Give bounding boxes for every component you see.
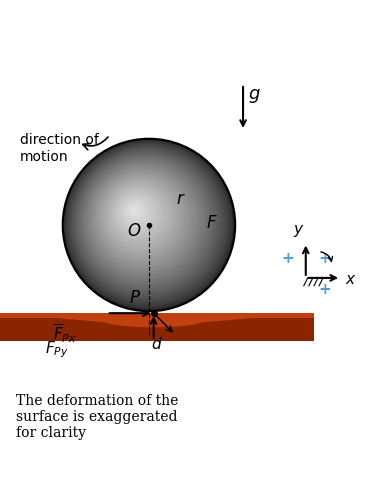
Text: $d$: $d$: [151, 335, 163, 351]
Circle shape: [100, 176, 181, 258]
Circle shape: [91, 167, 194, 270]
Polygon shape: [0, 313, 314, 318]
FancyArrowPatch shape: [83, 137, 108, 150]
Circle shape: [112, 188, 164, 240]
Circle shape: [73, 149, 220, 296]
FancyArrowPatch shape: [321, 252, 332, 261]
Text: $x$: $x$: [345, 272, 356, 287]
Circle shape: [107, 183, 171, 248]
Polygon shape: [0, 313, 314, 340]
Circle shape: [78, 155, 212, 288]
Circle shape: [89, 165, 197, 273]
Circle shape: [85, 162, 202, 278]
Text: $O$: $O$: [127, 222, 141, 240]
Circle shape: [131, 208, 136, 212]
Circle shape: [116, 192, 159, 235]
Circle shape: [128, 204, 141, 217]
Circle shape: [130, 206, 138, 214]
Circle shape: [118, 193, 156, 232]
Text: $F_{Py}$: $F_{Py}$: [45, 339, 69, 360]
Circle shape: [68, 144, 227, 304]
Text: +: +: [319, 282, 332, 297]
Circle shape: [111, 186, 166, 243]
Text: +: +: [282, 251, 294, 266]
Text: $P$: $P$: [129, 289, 141, 307]
Circle shape: [93, 168, 192, 268]
Circle shape: [102, 177, 179, 255]
Circle shape: [126, 202, 143, 220]
Text: $\overline{F}_{Px}$: $\overline{F}_{Px}$: [53, 322, 76, 345]
Circle shape: [77, 153, 215, 291]
Circle shape: [94, 170, 189, 265]
Circle shape: [123, 199, 149, 225]
Text: $y$: $y$: [293, 223, 305, 239]
Text: $g$: $g$: [249, 86, 261, 105]
Circle shape: [121, 197, 151, 227]
Circle shape: [114, 190, 161, 238]
Text: +: +: [319, 251, 332, 266]
Circle shape: [124, 200, 146, 222]
Circle shape: [84, 160, 205, 281]
Circle shape: [70, 146, 225, 301]
Text: The deformation of the
surface is exaggerated
for clarity: The deformation of the surface is exagge…: [16, 394, 178, 440]
Text: $r$: $r$: [176, 190, 186, 209]
Polygon shape: [0, 313, 314, 328]
Circle shape: [96, 172, 187, 263]
Circle shape: [80, 157, 210, 286]
Text: direction of
motion: direction of motion: [20, 133, 98, 164]
Circle shape: [63, 139, 235, 311]
Circle shape: [98, 174, 184, 260]
Circle shape: [103, 179, 176, 252]
Text: $F$: $F$: [206, 214, 218, 232]
Circle shape: [66, 142, 230, 306]
Circle shape: [64, 141, 233, 309]
Circle shape: [119, 195, 154, 230]
Circle shape: [82, 158, 207, 283]
Circle shape: [109, 184, 169, 245]
Circle shape: [105, 181, 174, 250]
Circle shape: [87, 164, 200, 275]
Circle shape: [75, 151, 217, 293]
Circle shape: [71, 148, 223, 299]
